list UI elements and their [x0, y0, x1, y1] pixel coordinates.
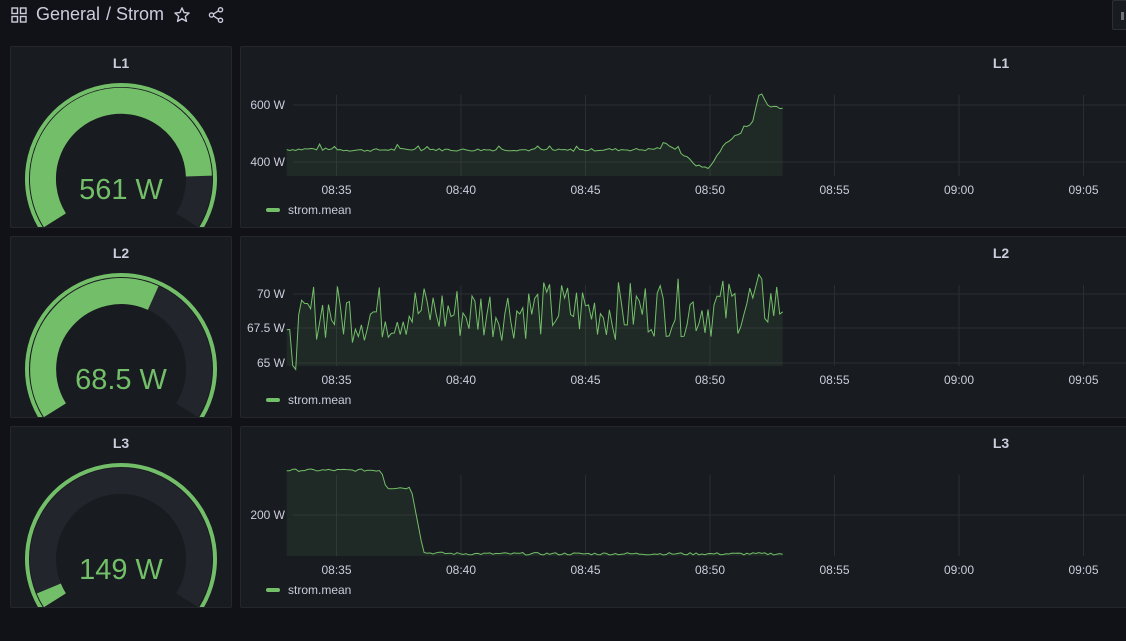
gauge-threshold-ring — [25, 462, 217, 607]
star-icon[interactable] — [173, 6, 191, 24]
breadcrumb-folder[interactable]: General — [36, 4, 101, 24]
x-tick-label: 09:05 — [1068, 563, 1098, 577]
series-line — [286, 93, 783, 170]
legend-swatch — [266, 397, 280, 402]
x-tick-label: 09:05 — [1068, 183, 1098, 197]
panel-menu-button[interactable] — [1112, 0, 1126, 30]
panel-title: L1 — [112, 55, 130, 71]
panel-title: L2 — [112, 245, 130, 261]
x-tick-label: 08:40 — [446, 373, 476, 387]
legend-label: strom.mean — [288, 203, 352, 217]
x-tick-label: 08:50 — [695, 373, 725, 387]
x-tick-label: 09:00 — [944, 183, 974, 197]
gauge-panel-l2[interactable]: L2 68.5 W — [10, 236, 232, 418]
gauge-fill — [30, 278, 159, 417]
legend-item[interactable]: strom.mean — [266, 583, 351, 597]
gauge-panel-l3[interactable]: L3 149 W — [10, 426, 232, 608]
x-tick-label: 08:50 — [695, 183, 725, 197]
share-icon[interactable] — [207, 6, 225, 24]
gauge-threshold-ring — [25, 272, 217, 417]
series-line — [286, 468, 783, 556]
line-chart: 200 W 08:35 08:40 08:45 08:50 08:55 09:00 09:05 — [250, 468, 1126, 577]
y-tick-label: 200 W — [250, 508, 285, 522]
gauge-fill — [36, 583, 67, 607]
legend-label: strom.mean — [288, 393, 352, 407]
dashboard-header: General / Strom — [0, 0, 1126, 30]
timeseries-panel-l3[interactable]: L3 200 W 08:35 08:40 08:45 08:50 08:55 09:00 09… — [240, 426, 1126, 608]
x-tick-label: 09:05 — [1068, 373, 1098, 387]
x-tick-label: 08:35 — [321, 183, 351, 197]
gauge-chart — [25, 272, 217, 417]
panel-title: L3 — [992, 435, 1010, 451]
gauge-panel-l1[interactable]: L1 561 W — [10, 46, 232, 228]
legend-label: strom.mean — [288, 583, 352, 597]
x-tick-label: 08:45 — [570, 373, 600, 387]
x-tick-label: 08:35 — [321, 563, 351, 577]
x-tick-label: 08:55 — [819, 183, 849, 197]
x-tick-label: 08:40 — [446, 563, 476, 577]
gauge-threshold-ring — [25, 82, 217, 227]
series-area — [286, 469, 783, 556]
apps-grid-icon[interactable] — [11, 7, 27, 23]
gauge-value: 561 W — [79, 174, 163, 206]
legend-swatch — [266, 587, 280, 592]
timeseries-panel-l2[interactable]: L2 65 W 67.5 W 70 W 08:35 08:40 08:45 08:50 08:… — [240, 236, 1126, 418]
gauge-value: 68.5 W — [75, 364, 167, 396]
panel-title: L3 — [112, 435, 130, 451]
gauge-fill — [29, 87, 212, 227]
x-tick-label: 09:00 — [944, 563, 974, 577]
timeseries-panel-l1[interactable]: L1 400 W 600 W 08:35 08:40 08:45 08:50 08:55 09… — [240, 46, 1126, 228]
x-tick-label: 08:40 — [446, 183, 476, 197]
legend-item[interactable]: strom.mean — [266, 203, 351, 217]
panel-title: L1 — [992, 55, 1010, 71]
x-tick-label: 08:55 — [819, 373, 849, 387]
y-tick-label: 400 W — [250, 155, 285, 169]
x-tick-label: 08:35 — [321, 373, 351, 387]
line-chart: 65 W 67.5 W 70 W 08:35 08:40 08:45 08:50 08:55 0… — [247, 273, 1126, 387]
x-tick-label: 09:00 — [944, 373, 974, 387]
line-chart: 400 W 600 W 08:35 08:40 08:45 08:50 08:55 09:00… — [250, 93, 1126, 197]
x-tick-label: 08:55 — [819, 563, 849, 577]
y-tick-label: 70 W — [257, 287, 286, 301]
panel-title: L2 — [992, 245, 1010, 261]
dashboard-title[interactable]: / Strom — [106, 4, 165, 24]
gauge-track — [30, 467, 212, 607]
series-area — [286, 94, 783, 176]
legend-item[interactable]: strom.mean — [266, 393, 351, 407]
x-tick-label: 08:50 — [695, 563, 725, 577]
y-tick-label: 65 W — [257, 356, 286, 370]
y-tick-label: 67.5 W — [247, 321, 286, 335]
gauge-chart — [25, 82, 217, 227]
y-tick-label: 600 W — [250, 98, 285, 112]
series-line — [286, 273, 784, 371]
bar-icon — [1121, 12, 1124, 20]
series-area — [286, 274, 783, 370]
gauge-value: 149 W — [79, 554, 163, 586]
gauge-chart — [25, 462, 217, 607]
x-tick-label: 08:45 — [570, 563, 600, 577]
x-tick-label: 08:45 — [570, 183, 600, 197]
legend-swatch — [266, 207, 280, 212]
